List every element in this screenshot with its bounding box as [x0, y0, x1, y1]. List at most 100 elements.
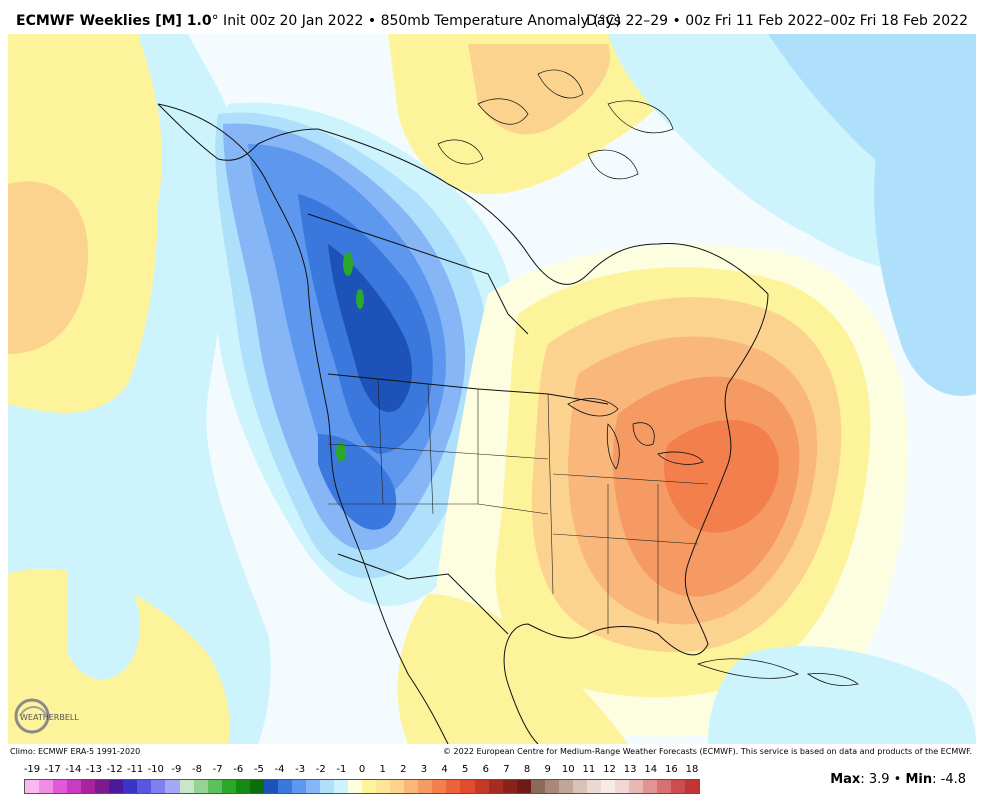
colorbar-swatch: [193, 780, 208, 793]
colorbar-tick-label: 13: [623, 764, 637, 775]
colorbar-tick-label: 2: [400, 764, 407, 775]
colorbar-swatch: [249, 780, 264, 793]
colorbar-swatch: [334, 780, 349, 793]
us-canada-border: [327, 373, 609, 405]
min-label: Min: [905, 772, 933, 787]
east-orange4-region: [664, 420, 779, 533]
cold-core-green-3: [336, 442, 346, 462]
colorbar-swatch: [502, 780, 517, 793]
colorbar-swatch: [685, 780, 700, 793]
logo-text: WEATHERBELL: [20, 713, 79, 722]
west-blue4-region: [328, 244, 413, 413]
colorbar-swatch: [207, 780, 222, 793]
weatherbell-swirl-logo: WEATHERBELL: [14, 698, 79, 734]
colorbar-swatch: [53, 780, 68, 793]
colorbar-swatch: [39, 780, 54, 793]
colorbar-tick-label: -8: [192, 764, 202, 775]
colorbar-tick-label: -11: [126, 764, 144, 775]
init-time: Init 00z 20 Jan 2022 • 850mb Temperature…: [218, 13, 621, 29]
colorbar-swatch: [643, 780, 658, 793]
baja-light-blue-region: [68, 562, 140, 680]
colorbar-tick-label: 5: [461, 764, 469, 775]
map-title: ECMWF Weeklies [M] 1.0° Init 00z 20 Jan …: [16, 13, 621, 29]
colorbar-swatch: [109, 780, 124, 793]
colorbar-swatch: [263, 780, 278, 793]
colorbar-tick-label: 14: [644, 764, 658, 775]
colorbar-tick-label: -17: [44, 764, 61, 775]
colorbar-swatch: [516, 780, 531, 793]
east-coastline: [503, 293, 769, 744]
colorbar-swatch: [558, 780, 573, 793]
colorbar-swatch: [614, 780, 630, 793]
colorbar-tick-label: -2: [315, 764, 326, 775]
colorbar-swatch: [544, 780, 559, 793]
colorbar-swatch: [165, 780, 180, 793]
colorbar-tick-label: -4: [274, 764, 285, 775]
colorbar-swatch: [586, 780, 601, 793]
colorbar-swatch: [25, 780, 40, 793]
colorbar-tick-label: 16: [665, 764, 678, 775]
colorbar-swatch: [81, 780, 96, 793]
colorbar-tick-label: 18: [685, 764, 699, 775]
colorbar-tick-label: -14: [65, 764, 82, 775]
model-name: ECMWF Weeklies [M] 1.0: [16, 13, 212, 29]
arctic-orange-region: [468, 44, 610, 135]
colorbar-swatch: [572, 780, 587, 793]
colorbar-swatch: [348, 780, 363, 793]
colorbar-swatch: [95, 780, 110, 793]
colorbar-tick-label: 11: [582, 764, 596, 775]
colorbar-swatch: [67, 780, 82, 793]
colorbar-swatch: [137, 780, 152, 793]
cold-core-green-1: [343, 252, 353, 276]
colorbar: -19 -17 -14 -13 -12 -11 -10 -9 -8 -7 -6 -5 -4 -3 -2 -1 0…: [24, 764, 700, 794]
colorbar-swatch: [488, 780, 503, 793]
colorbar-swatch: [432, 780, 447, 793]
colorbar-tick-label: -19: [23, 764, 41, 775]
colorbar-tick-label: 8: [523, 764, 531, 775]
colorbar-tick-label: 0: [358, 764, 366, 775]
colorbar-tick-label: -9: [171, 764, 182, 775]
colorbar-tick-label: 9: [544, 764, 551, 775]
max-min-stats: Max: 3.9 • Min: -4.8: [830, 772, 966, 787]
colorbar-swatch: [305, 780, 320, 793]
climo-note: Climo: ECMWF ERA-5 1991-2020: [10, 747, 141, 756]
colorbar-swatches: [24, 779, 700, 794]
map-canvas: [8, 34, 976, 744]
arctic-islands: [437, 69, 674, 180]
colorbar-tick-label: 3: [420, 764, 428, 775]
alaska-coastline: [157, 103, 319, 161]
copyright-note: © 2022 European Centre for Medium-Range …: [443, 747, 972, 756]
colorbar-swatch: [291, 780, 306, 793]
gulf-yellow-region: [397, 594, 628, 744]
colorbar-swatch: [404, 780, 419, 793]
cold-core-green-2: [356, 289, 364, 309]
colorbar-swatch: [671, 780, 686, 793]
colorbar-swatch: [362, 780, 377, 793]
colorbar-tick-label: 10: [561, 764, 575, 775]
colorbar-tick-label: 4: [441, 764, 448, 775]
valid-period: Days 22–29 • 00z Fri 11 Feb 2022–00z Fri…: [586, 13, 968, 29]
colorbar-swatch: [600, 780, 615, 793]
pacific-orange-region: [8, 181, 88, 354]
colorbar-tick-label: -13: [85, 764, 103, 775]
colorbar-tick-label: -5: [253, 764, 264, 775]
atlantic-east-aqua-region: [874, 139, 976, 396]
colorbar-swatch: [179, 780, 194, 793]
west-coastline: [157, 103, 449, 744]
colorbar-swatch: [390, 780, 405, 793]
colorbar-tick-label: -7: [212, 764, 223, 775]
colorbar-swatch: [235, 780, 250, 793]
colorbar-swatch: [123, 780, 138, 793]
colorbar-swatch: [460, 780, 475, 793]
colorbar-tick-label: -1: [336, 764, 347, 775]
arctic-coastline: [317, 128, 769, 295]
colorbar-swatch: [530, 780, 545, 793]
colorbar-swatch: [151, 780, 166, 793]
colorbar-tick-label: 1: [379, 764, 386, 775]
colorbar-swatch: [657, 780, 672, 793]
colorbar-swatch: [446, 780, 461, 793]
coastlines: [157, 103, 769, 744]
colorbar-tick-label: -6: [233, 764, 244, 775]
caribbean-aqua-region: [708, 645, 976, 744]
colorbar-swatch: [418, 780, 433, 793]
